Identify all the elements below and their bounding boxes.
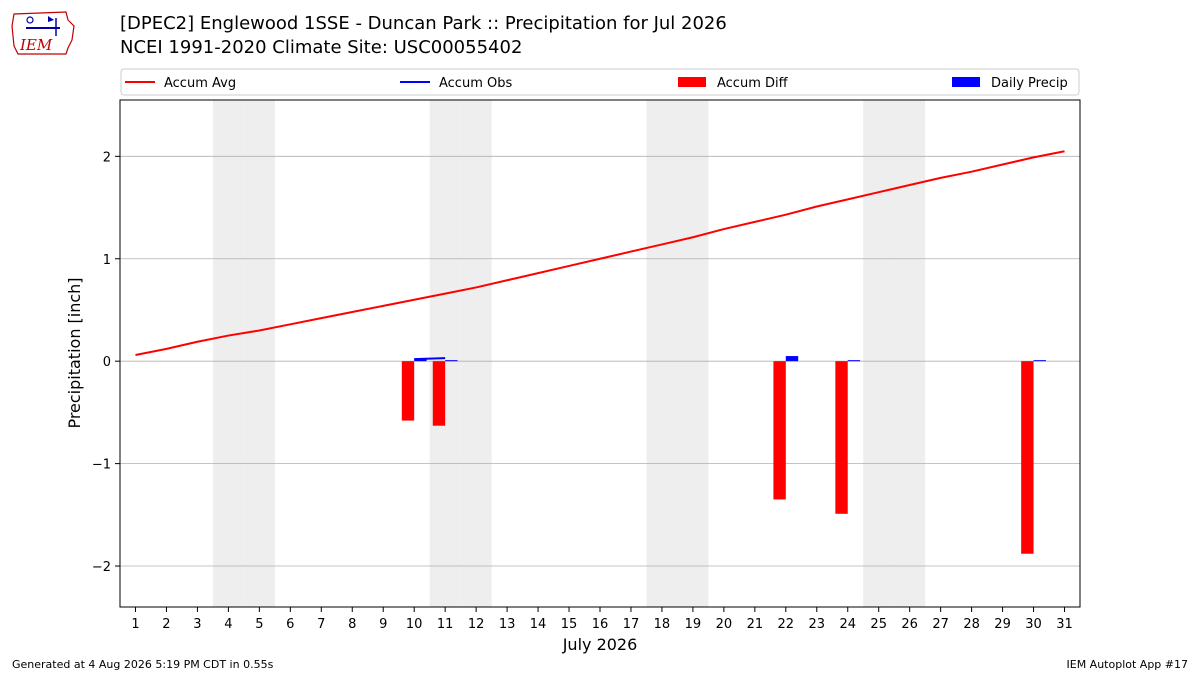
chart-subtitle: NCEI 1991-2020 Climate Site: USC00055402 bbox=[120, 37, 523, 58]
x-tick-label: 24 bbox=[839, 617, 856, 632]
accum-diff-bar bbox=[835, 361, 848, 514]
accum-diff-bar bbox=[773, 361, 786, 500]
accum-avg-line bbox=[135, 150, 1065, 357]
x-tick-label: 17 bbox=[623, 617, 640, 632]
x-tick-label: 20 bbox=[716, 617, 733, 632]
y-tick-label: 1 bbox=[103, 253, 111, 268]
y-tick-label: −1 bbox=[92, 458, 111, 473]
daily-precip-bar bbox=[1033, 360, 1046, 362]
x-tick-label: 10 bbox=[406, 617, 423, 632]
x-tick-label: 26 bbox=[901, 617, 918, 632]
weekend-shade bbox=[894, 100, 926, 607]
x-tick-label: 28 bbox=[963, 617, 980, 632]
chart-title: [DPEC2] Englewood 1SSE - Duncan Park :: … bbox=[120, 13, 727, 34]
daily-precip-bar bbox=[785, 356, 799, 362]
weekend-shade bbox=[677, 100, 709, 607]
daily-precip-bar bbox=[847, 360, 861, 362]
x-tick-label: 11 bbox=[437, 617, 454, 632]
daily-precip-bar bbox=[414, 359, 427, 362]
x-tick-label: 19 bbox=[685, 617, 702, 632]
x-tick-label: 8 bbox=[348, 617, 356, 632]
accum-diff-bar bbox=[1021, 361, 1034, 554]
legend-box bbox=[120, 68, 1080, 96]
x-tick-label: 21 bbox=[747, 617, 764, 632]
iem-logo: IEM bbox=[11, 11, 75, 55]
x-tick-label: 3 bbox=[193, 617, 201, 632]
generated-timestamp: Generated at 4 Aug 2026 5:19 PM CDT in 0… bbox=[12, 658, 274, 671]
x-tick-label: 18 bbox=[654, 617, 671, 632]
x-tick-label: 23 bbox=[809, 617, 826, 632]
x-tick-label: 14 bbox=[530, 617, 547, 632]
y-tick-label: −2 bbox=[92, 560, 111, 575]
x-tick-label: 31 bbox=[1056, 617, 1073, 632]
x-tick-label: 5 bbox=[255, 617, 263, 632]
app-label: IEM Autoplot App #17 bbox=[1066, 658, 1189, 671]
legend-daily-precip-swatch bbox=[952, 77, 980, 87]
legend-accum-obs-label: Accum Obs bbox=[439, 76, 512, 91]
x-tick-label: 9 bbox=[379, 617, 387, 632]
y-tick-label: 2 bbox=[103, 150, 111, 165]
accum-obs-line bbox=[414, 357, 446, 361]
legend: Accum Avg Accum Obs Accum Diff Daily Precip bbox=[120, 68, 1080, 96]
accum-diff-bar bbox=[432, 361, 446, 426]
x-tick-label: 6 bbox=[286, 617, 294, 632]
weekend-shade bbox=[212, 100, 244, 607]
weekend-shade bbox=[460, 100, 492, 607]
x-tick-label: 27 bbox=[932, 617, 949, 632]
x-tick-label: 12 bbox=[468, 617, 485, 632]
x-tick-label: 22 bbox=[778, 617, 795, 632]
x-tick-label: 16 bbox=[592, 617, 609, 632]
legend-accum-avg-label: Accum Avg bbox=[164, 76, 236, 91]
x-tick-label: 1 bbox=[131, 617, 139, 632]
weekend-shade bbox=[429, 100, 461, 607]
daily-precip-bar bbox=[445, 360, 458, 362]
x-tick-label: 15 bbox=[561, 617, 578, 632]
weekend-shade bbox=[863, 100, 895, 607]
x-tick-label: 2 bbox=[162, 617, 170, 632]
y-axis-label: Precipitation [inch] bbox=[65, 277, 84, 428]
legend-accum-diff-label: Accum Diff bbox=[717, 76, 789, 91]
x-axis-label: July 2026 bbox=[562, 635, 638, 654]
legend-accum-diff-swatch bbox=[678, 77, 706, 87]
svg-text:IEM: IEM bbox=[19, 36, 53, 54]
weekend-shade bbox=[243, 100, 275, 607]
x-tick-label: 29 bbox=[994, 617, 1011, 632]
x-tick-label: 7 bbox=[317, 617, 325, 632]
y-tick-label: 0 bbox=[103, 355, 111, 370]
weekend-shade bbox=[646, 100, 678, 607]
x-tick-label: 4 bbox=[224, 617, 232, 632]
legend-daily-precip-label: Daily Precip bbox=[991, 76, 1068, 91]
x-tick-label: 30 bbox=[1025, 617, 1042, 632]
x-tick-label: 25 bbox=[870, 617, 887, 632]
accum-diff-bar bbox=[401, 361, 415, 421]
x-tick-label: 13 bbox=[499, 617, 516, 632]
